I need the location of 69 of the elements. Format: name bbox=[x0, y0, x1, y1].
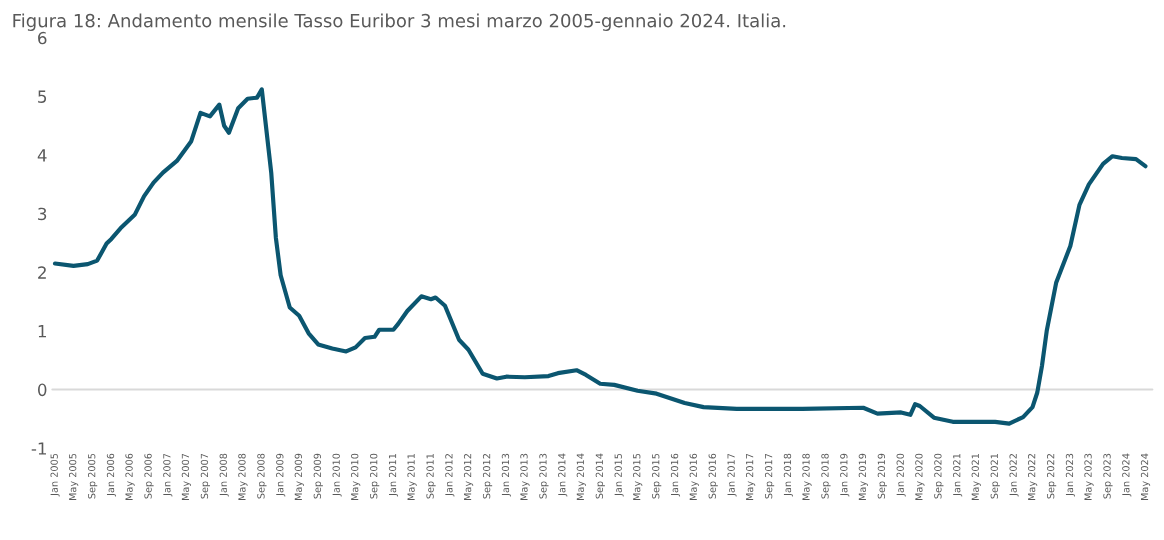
x-tick-label: Sep 2009 bbox=[313, 453, 323, 499]
x-tick-label: Sep 2014 bbox=[595, 453, 605, 499]
x-tick-label: Sep 2007 bbox=[200, 453, 210, 499]
x-tick-label: Jan 2020 bbox=[896, 453, 906, 497]
x-tick-label: May 2018 bbox=[802, 453, 812, 501]
x-tick-label: Jan 2013 bbox=[501, 453, 511, 497]
x-tick-label: Sep 2020 bbox=[934, 453, 944, 499]
x-tick-label: Jan 2019 bbox=[840, 453, 850, 497]
x-tick-label: May 2006 bbox=[125, 453, 135, 501]
x-tick-label: Jan 2018 bbox=[783, 453, 793, 497]
x-tick-label: Jan 2022 bbox=[1009, 454, 1019, 497]
x-tick-label: Sep 2010 bbox=[370, 453, 380, 499]
x-tick-label: May 2015 bbox=[633, 453, 643, 501]
line-series bbox=[52, 87, 1148, 426]
x-tick-label: Jan 2016 bbox=[670, 453, 681, 497]
x-tick-label: Jan 2021 bbox=[953, 453, 963, 497]
x-tick-label: May 2016 bbox=[689, 453, 699, 501]
x-tick-label: Jan 2014 bbox=[558, 453, 568, 497]
x-tick-label: May 2019 bbox=[858, 453, 868, 501]
x-tick-label: Sep 2023 bbox=[1103, 453, 1113, 499]
x-tick-label: May 2011 bbox=[407, 453, 417, 501]
x-tick-label: Sep 2019 bbox=[877, 453, 887, 499]
y-tick-label: 3 bbox=[38, 207, 47, 221]
x-tick-label: Jan 2023 bbox=[1065, 453, 1075, 497]
x-tick-label: May 2012 bbox=[463, 454, 474, 501]
x-tick-label: Jan 2024 bbox=[1122, 453, 1132, 497]
x-tick-label: Sep 2016 bbox=[708, 453, 718, 499]
x-tick-label: Jan 2015 bbox=[614, 453, 624, 497]
x-tick-label: May 2021 bbox=[971, 453, 981, 501]
x-tick-label: Sep 2018 bbox=[821, 453, 831, 499]
x-tick-label: Sep 2006 bbox=[144, 453, 154, 499]
x-tick-label: May 2022 bbox=[1027, 454, 1038, 501]
x-tick-label: Sep 2005 bbox=[88, 453, 98, 499]
x-tick-label: Sep 2011 bbox=[426, 453, 436, 499]
x-tick-label: Sep 2015 bbox=[652, 453, 662, 499]
x-tick-label: Jan 2011 bbox=[388, 453, 399, 497]
x-tick-label: May 2010 bbox=[351, 453, 361, 501]
x-tick-label: Sep 2012 bbox=[482, 454, 493, 499]
y-tick-label: 5 bbox=[38, 90, 47, 103]
x-tick-label: May 2005 bbox=[69, 453, 79, 501]
x-tick-label: May 2009 bbox=[294, 453, 304, 501]
y-tick-label: 4 bbox=[37, 149, 47, 162]
x-tick-label: Sep 2008 bbox=[257, 453, 267, 499]
y-tick-label: -1 bbox=[31, 442, 46, 455]
y-tick-label: 0 bbox=[38, 383, 47, 397]
x-tick-label: Jan 2006 bbox=[106, 453, 117, 497]
x-tick-label: Jan 2012 bbox=[445, 454, 455, 497]
x-tick-label: Jan 2005 bbox=[50, 453, 60, 497]
x-tick-label: Jan 2008 bbox=[219, 453, 229, 497]
x-tick-label: May 2017 bbox=[745, 453, 756, 501]
x-tick-label: May 2007 bbox=[181, 453, 191, 501]
x-tick-label: May 2013 bbox=[520, 453, 530, 501]
x-tick-label: May 2024 bbox=[1140, 453, 1151, 501]
x-tick-label: May 2014 bbox=[576, 453, 586, 501]
y-tick-label: 2 bbox=[38, 266, 46, 279]
x-tick-label: Sep 2021 bbox=[990, 453, 1000, 499]
x-tick-label: May 2008 bbox=[238, 453, 248, 501]
x-tick-label: Jan 2017 bbox=[727, 453, 737, 497]
x-tick-label: Sep 2022 bbox=[1046, 454, 1057, 499]
x-tick-label: Sep 2013 bbox=[539, 453, 549, 499]
x-tick-label: Jan 2010 bbox=[332, 453, 342, 497]
x-tick-label: Sep 2017 bbox=[764, 453, 775, 499]
y-tick-label: 6 bbox=[38, 31, 47, 45]
x-tick-label: May 2023 bbox=[1084, 453, 1094, 501]
chart-title: Figura 18: Andamento mensile Tasso Euribor 3 mesi marzo 2005-gennaio 2024. Italia. bbox=[13, 13, 786, 31]
x-tick-label: Jan 2009 bbox=[276, 453, 286, 497]
y-tick-label: 1 bbox=[38, 325, 46, 338]
x-tick-label: May 2020 bbox=[915, 453, 925, 501]
x-tick-label: Jan 2007 bbox=[163, 453, 173, 497]
